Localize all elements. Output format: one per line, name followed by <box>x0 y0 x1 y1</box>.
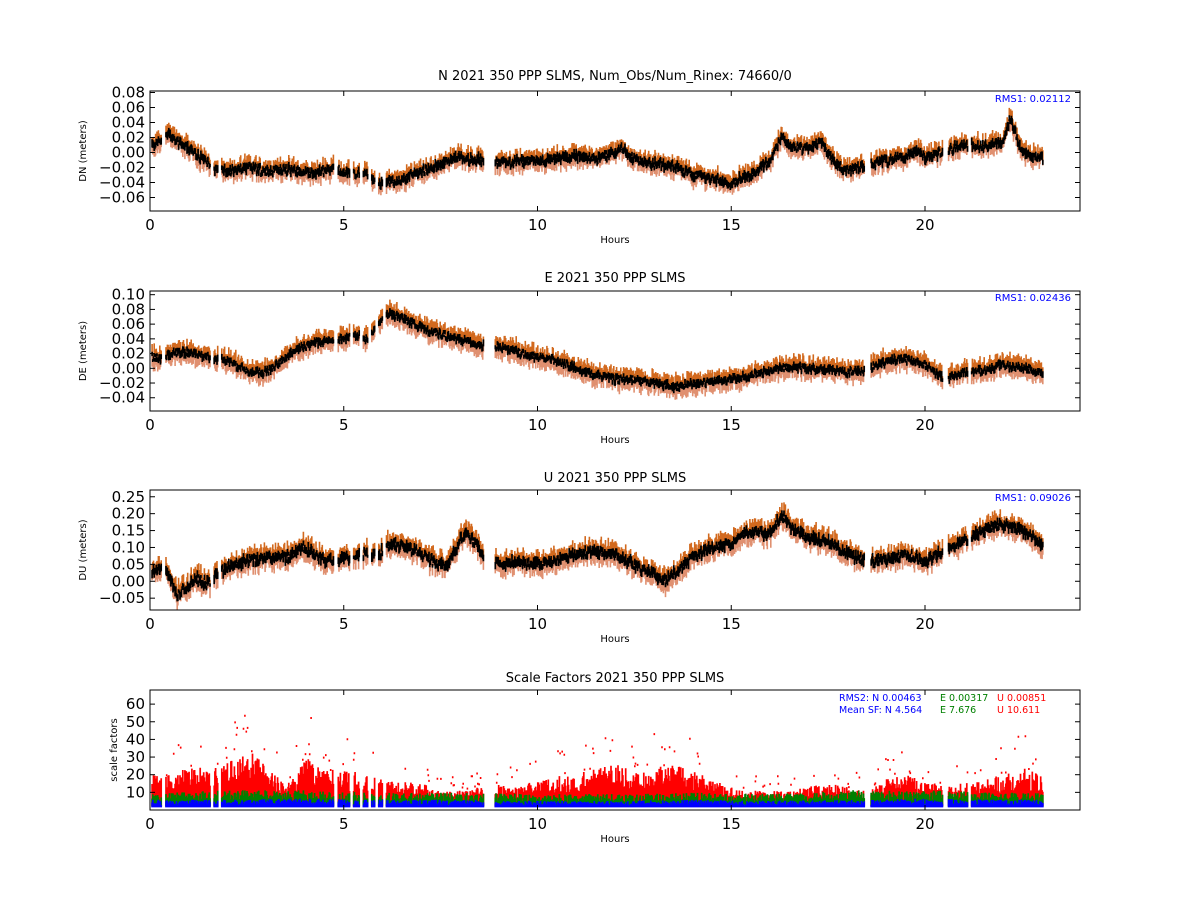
x-tick-label: 5 <box>339 615 349 633</box>
rms2-u-label: U 0.00851 <box>997 693 1046 704</box>
y-tick-label: 0.04 <box>112 114 145 132</box>
y-tick-label: 20 <box>126 766 145 784</box>
panel-north: N 2021 350 PPP SLMS, Num_Obs/Num_Rinex: … <box>78 69 1081 246</box>
y-tick-label: −0.04 <box>99 389 145 407</box>
x-tick-label: 10 <box>528 815 547 833</box>
x-tick-label: 5 <box>339 216 349 234</box>
x-tick-label: 0 <box>145 615 155 633</box>
y-tick-label: −0.05 <box>99 589 145 607</box>
y-tick-label: 0.05 <box>112 555 145 573</box>
y-tick-label: 0.15 <box>112 522 145 540</box>
y-tick-label: 0.20 <box>112 505 145 523</box>
x-tick-label: 20 <box>915 216 934 234</box>
y-tick-label: 0.00 <box>112 144 145 162</box>
mean-sf-u-label: U 10.611 <box>997 705 1040 716</box>
panel-up: U 2021 350 PPP SLMS DU (meters) Hours RM… <box>78 471 1081 645</box>
x-tick-label: 20 <box>915 615 934 633</box>
axes-frame <box>149 90 1081 212</box>
panel-east-ylabel: DE (meters) <box>78 321 89 381</box>
y-tick-label: 0.06 <box>112 315 145 333</box>
rms2-n-label: RMS2: N 0.00463 <box>839 693 922 704</box>
x-tick-label: 0 <box>145 416 155 434</box>
y-tick-label: 0.25 <box>112 488 145 506</box>
panel-east-xlabel: Hours <box>600 435 629 446</box>
panel-north-xlabel: Hours <box>600 235 629 246</box>
axes-frame <box>149 489 1081 611</box>
position-series <box>151 510 1044 602</box>
x-tick-label: 10 <box>528 416 547 434</box>
n-scale-factor-series <box>151 798 1044 808</box>
mean-sf-n-label: Mean SF: N 4.564 <box>839 705 922 716</box>
x-tick-label: 20 <box>915 815 934 833</box>
plot-area-3 <box>151 714 1044 808</box>
y-tick-label: 30 <box>126 748 145 766</box>
y-tick-label: 50 <box>126 713 145 731</box>
x-tick-label: 20 <box>915 416 934 434</box>
panel-up-xlabel: Hours <box>600 634 629 645</box>
panel-east: E 2021 350 PPP SLMS DE (meters) Hours RM… <box>78 271 1081 446</box>
y-tick-label: 0.08 <box>112 300 145 318</box>
panel-north-rms-label: RMS1: 0.02112 <box>995 94 1071 105</box>
u-scale-factor-outliers <box>165 714 1037 790</box>
rms2-e-label: E 0.00317 <box>940 693 988 704</box>
x-tick-label: 10 <box>528 615 547 633</box>
panel-east-title: E 2021 350 PPP SLMS <box>544 271 685 286</box>
x-tick-label: 15 <box>722 216 741 234</box>
y-tick-label: 60 <box>126 695 145 713</box>
y-tick-label: 0.10 <box>112 286 145 304</box>
y-tick-label: −0.06 <box>99 189 145 207</box>
plot-area-2 <box>151 502 1044 610</box>
y-tick-label: 0.02 <box>112 129 145 147</box>
y-tick-label: 0.00 <box>112 572 145 590</box>
panel-scale-ylabel: scale factors <box>109 718 120 781</box>
plot-area-1 <box>151 299 1044 400</box>
panel-north-ylabel: DN (meters) <box>78 120 89 182</box>
panel-up-title: U 2021 350 PPP SLMS <box>544 471 686 486</box>
x-tick-label: 5 <box>339 416 349 434</box>
panel-up-ylabel: DU (meters) <box>78 519 89 580</box>
panel-east-rms-label: RMS1: 0.02436 <box>995 293 1071 304</box>
y-tick-label: 0.02 <box>112 345 145 363</box>
y-tick-label: 10 <box>126 783 145 801</box>
x-tick-label: 10 <box>528 216 547 234</box>
x-tick-label: 15 <box>722 416 741 434</box>
y-tick-label: 0.10 <box>112 538 145 556</box>
x-tick-label: 15 <box>722 615 741 633</box>
panel-up-rms-label: RMS1: 0.09026 <box>995 493 1071 504</box>
mean-sf-e-label: E 7.676 <box>940 705 976 716</box>
x-tick-label: 0 <box>145 216 155 234</box>
y-tick-label: 0.00 <box>112 359 145 377</box>
x-tick-label: 0 <box>145 815 155 833</box>
y-tick-label: 0.06 <box>112 99 145 117</box>
axes-frame <box>149 689 1081 811</box>
panel-scale-xlabel: Hours <box>600 834 629 845</box>
y-tick-label: −0.02 <box>99 159 145 177</box>
y-tick-label: 40 <box>126 730 145 748</box>
y-tick-label: 0.04 <box>112 330 145 348</box>
panel-scale-factors: Scale Factors 2021 350 PPP SLMS scale fa… <box>109 671 1081 845</box>
y-tick-label: 0.08 <box>112 84 145 102</box>
y-tick-label: −0.04 <box>99 174 145 192</box>
y-tick-label: −0.02 <box>99 374 145 392</box>
axes-frame <box>149 290 1081 412</box>
x-tick-label: 5 <box>339 815 349 833</box>
x-tick-label: 15 <box>722 815 741 833</box>
plot-area-0 <box>151 107 1044 196</box>
panel-north-title: N 2021 350 PPP SLMS, Num_Obs/Num_Rinex: … <box>438 69 792 84</box>
position-series <box>151 115 1044 190</box>
panel-scale-title: Scale Factors 2021 350 PPP SLMS <box>506 671 725 686</box>
